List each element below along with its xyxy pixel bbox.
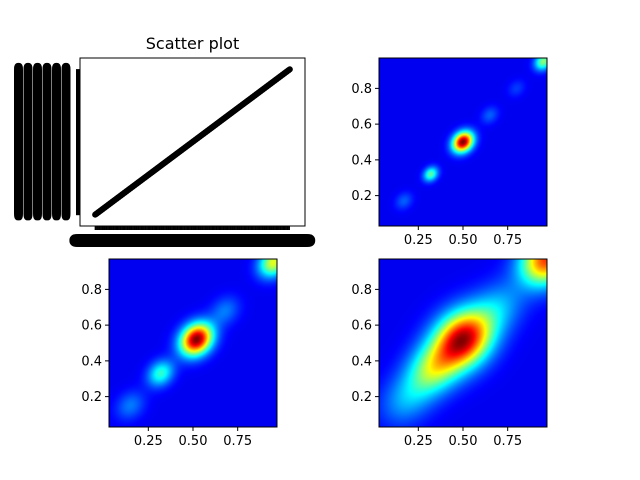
scatter-x-tick-label (263, 234, 316, 247)
y-tick-label: 0.2 (81, 390, 102, 405)
scatter-panel: Scatter plot (14, 34, 316, 247)
heatmap-ticks-top-right: 0.25 0.50 0.75 0.2 0.4 0.6 0.8 (351, 82, 522, 248)
y-tick-label: 0.4 (81, 354, 102, 369)
heatmap-ticks-bottom-left: 0.25 0.50 0.75 0.2 0.4 0.6 0.8 (81, 283, 252, 449)
x-tick-label: 0.25 (404, 233, 433, 248)
x-tick-label: 0.75 (493, 434, 522, 449)
scatter-title: Scatter plot (146, 34, 239, 53)
x-tick-label: 0.50 (449, 434, 478, 449)
scatter-y-tick-label (61, 62, 71, 76)
scatter-y-tick-label (42, 62, 52, 76)
heatmap-image-top-right (379, 58, 547, 226)
y-tick-label: 0.2 (351, 189, 372, 204)
y-tick-label: 0.4 (351, 153, 372, 168)
scatter-y-tick-label (14, 62, 23, 76)
scatter-x-tick-labels (69, 226, 316, 247)
x-tick-label: 0.25 (404, 434, 433, 449)
x-tick-label: 0.50 (179, 434, 208, 449)
scatter-y-tick-labels (14, 62, 80, 221)
x-tick-label: 0.75 (223, 434, 252, 449)
y-tick-label: 0.8 (351, 82, 372, 97)
heatmap-image-bottom-left (109, 259, 277, 427)
heatmap-panel-bottom-left: 0.25 0.50 0.75 0.2 0.4 0.6 0.8 (81, 258, 278, 449)
x-tick-label: 0.25 (134, 434, 163, 449)
y-tick-label: 0.4 (351, 354, 372, 369)
heatmap-image-bottom-right (379, 259, 547, 427)
scatter-point (286, 66, 293, 73)
scatter-y-tick-label (23, 62, 33, 76)
scatter-points (92, 66, 293, 218)
y-tick-label: 0.6 (351, 319, 372, 334)
heatmap-ticks-bottom-right: 0.25 0.50 0.75 0.2 0.4 0.6 0.8 (351, 283, 522, 449)
y-tick-label: 0.6 (351, 118, 372, 133)
y-tick-label: 0.2 (351, 390, 372, 405)
y-tick-label: 0.8 (81, 283, 102, 298)
heatmap-panel-top-right: 0.25 0.50 0.75 0.2 0.4 0.6 0.8 (351, 57, 548, 248)
y-tick-label: 0.6 (81, 319, 102, 334)
scatter-y-tick-label (33, 62, 42, 76)
x-tick-label: 0.75 (493, 233, 522, 248)
heatmap-panel-bottom-right: 0.25 0.50 0.75 0.2 0.4 0.6 0.8 (351, 258, 548, 449)
x-tick-label: 0.50 (449, 233, 478, 248)
y-tick-label: 0.8 (351, 283, 372, 298)
scatter-y-tick-label (52, 62, 61, 76)
